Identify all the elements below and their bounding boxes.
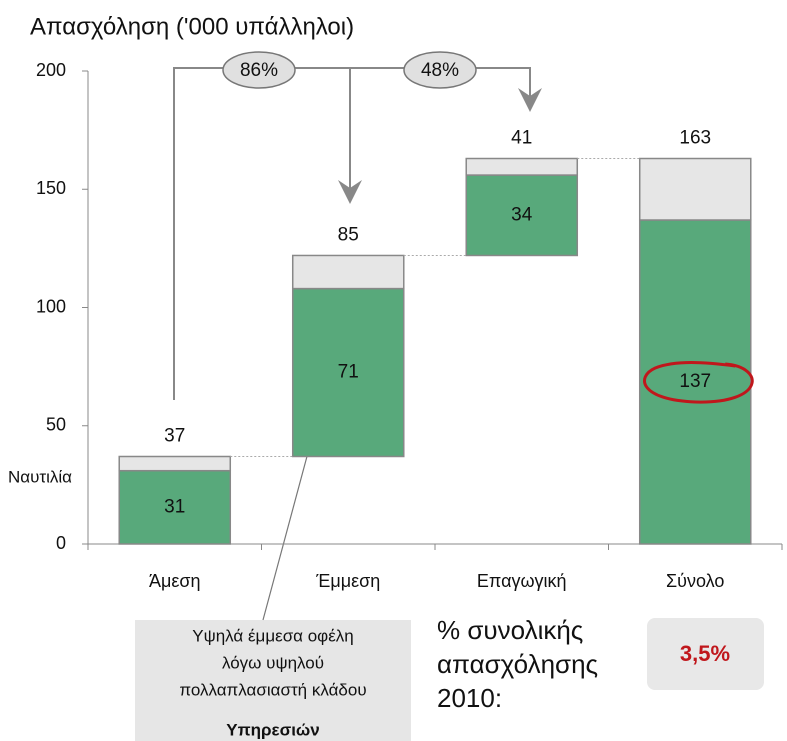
bar-segment bbox=[291, 287, 405, 458]
y-tick-label: 50 bbox=[46, 415, 66, 435]
y-tick-label: 150 bbox=[36, 178, 66, 198]
x-tick-label: Άμεση bbox=[149, 571, 201, 591]
share-value: 3,5% bbox=[680, 641, 730, 666]
x-tick-label: Σύνολο bbox=[666, 571, 724, 591]
bar-segment bbox=[465, 174, 579, 257]
bar-segment bbox=[118, 469, 232, 545]
arrow-head bbox=[338, 180, 362, 204]
x-tick-label: Επαγωγική bbox=[477, 571, 567, 591]
callout-text: λόγω υψηλού bbox=[222, 653, 324, 672]
share-label: 2010: bbox=[437, 683, 502, 713]
total-label: 41 bbox=[511, 128, 532, 149]
share-label: απασχόλησης bbox=[437, 649, 598, 679]
growth-label: 48% bbox=[421, 60, 459, 81]
arrows bbox=[173, 67, 531, 400]
y-tick-label: 100 bbox=[36, 296, 66, 316]
callout-box bbox=[135, 620, 411, 741]
share-label: % συνολικής bbox=[437, 615, 583, 645]
value-label: 34 bbox=[511, 204, 533, 225]
arrow-head bbox=[518, 88, 542, 112]
highlight-ellipse bbox=[643, 360, 754, 404]
total-label: 85 bbox=[338, 224, 359, 245]
value-label: 31 bbox=[164, 496, 185, 517]
bar-segment bbox=[465, 157, 579, 176]
x-tick-label: Έμμεση bbox=[315, 571, 380, 591]
growth-oval bbox=[403, 51, 477, 89]
y-tick-label: 200 bbox=[36, 60, 66, 80]
total-label: 163 bbox=[679, 128, 711, 149]
y-tick-label: 0 bbox=[56, 533, 66, 553]
callout-text: πολλαπλασιαστή κλάδου bbox=[179, 680, 366, 699]
callout-text: Υψηλά έμμεσα οφέλη bbox=[192, 626, 354, 645]
side-label: Ναυτιλία bbox=[8, 467, 72, 486]
bar-segment bbox=[118, 455, 232, 472]
value-label: 137 bbox=[679, 371, 711, 392]
value-label: 71 bbox=[338, 362, 359, 383]
chart-title: Απασχόληση ('000 υπάλληλοι) bbox=[30, 13, 354, 40]
growth-oval bbox=[222, 51, 296, 89]
bar-segment bbox=[638, 157, 752, 221]
growth-label: 86% bbox=[240, 60, 278, 81]
bar-segment bbox=[291, 254, 405, 290]
callout-text: Υπηρεσιών bbox=[226, 720, 320, 739]
share-box bbox=[647, 618, 764, 690]
total-label: 37 bbox=[164, 426, 185, 447]
